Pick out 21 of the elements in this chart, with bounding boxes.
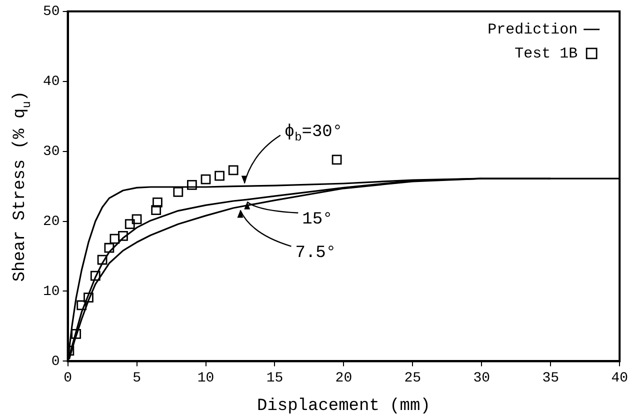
x-tick-label: 15 [266,370,284,386]
x-tick-label: 30 [473,370,490,386]
x-tick-label: 5 [132,370,141,386]
y-tick-label: 30 [42,144,60,160]
x-tick-label: 10 [197,370,214,386]
annotation: 15° [302,210,333,230]
y-tick-label: 40 [42,74,60,90]
x-tick-label: 25 [404,370,422,386]
y-axis-title: Shear Stress (% qu) [11,90,34,282]
y-tick-label: 10 [42,284,60,300]
x-tick-label: 40 [611,370,628,386]
legend-label: Test 1B [514,45,578,62]
x-tick-label: 20 [335,370,352,386]
x-axis-title: Displacement (mm) [256,397,430,415]
annotation: 7.5° [295,244,336,263]
x-tick-label: 35 [542,370,560,386]
legend-label: Prediction [488,21,578,38]
x-tick-label: 0 [64,370,72,386]
y-tick-label: 0 [51,354,60,370]
y-tick-label: 20 [42,214,60,230]
y-tick-label: 50 [42,4,60,20]
